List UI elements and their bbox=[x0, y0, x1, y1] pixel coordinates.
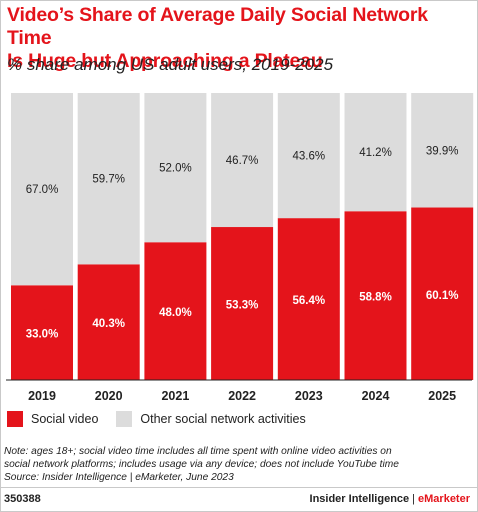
note-source: Source: Insider Intelligence | eMarketer… bbox=[4, 472, 234, 483]
chart-title-line-1: Video’s Share of Average Daily Social Ne… bbox=[7, 4, 428, 49]
bar-other-activities-2019 bbox=[11, 93, 73, 286]
note-line-2: social network platforms; includes usage… bbox=[4, 459, 399, 470]
bar-social-video-2024 bbox=[344, 211, 407, 380]
note-line-1: Note: ages 18+; social video time includ… bbox=[4, 446, 392, 457]
bar-other-activities-2021 bbox=[144, 93, 207, 243]
bar-other-activities-2020 bbox=[77, 93, 140, 265]
bar-social-video-2023 bbox=[277, 218, 340, 380]
legend-swatch-social-video bbox=[7, 411, 23, 427]
data-label-social-video-2023: 56.4% bbox=[292, 295, 325, 307]
data-label-social-video-2022: 53.3% bbox=[226, 300, 259, 312]
bar-social-video-2022 bbox=[211, 227, 274, 380]
chart-title: Video’s Share of Average Daily Social Ne… bbox=[7, 4, 473, 73]
data-label-other-activities-2024: 41.2% bbox=[359, 147, 392, 159]
bar-other-activities-2022 bbox=[211, 93, 274, 228]
x-tick-label-2023: 2023 bbox=[295, 389, 323, 403]
bar-other-activities-2025 bbox=[411, 93, 474, 208]
x-tick-label-2020: 2020 bbox=[95, 389, 123, 403]
data-label-social-video-2024: 58.8% bbox=[359, 292, 392, 304]
data-label-social-video-2025: 60.1% bbox=[426, 290, 459, 302]
data-label-social-video-2021: 48.0% bbox=[159, 307, 192, 319]
brand-insider-intelligence: Insider Intelligence bbox=[309, 493, 410, 505]
legend-swatch-other-activities bbox=[116, 411, 133, 427]
stacked-bar-chart: 33.0% 67.0% 2019 40.3% 59.7% 2020 48.0% 52.0% 20… bbox=[6, 93, 474, 403]
chart-subtitle: % share among US adult users, 2019-2025 bbox=[7, 55, 334, 74]
data-label-social-video-2019: 33.0% bbox=[26, 329, 59, 341]
data-label-other-activities-2020: 59.7% bbox=[92, 174, 125, 186]
bar-other-activities-2024 bbox=[344, 93, 407, 212]
bar-other-activities-2023 bbox=[277, 93, 340, 219]
bar-social-video-2021 bbox=[144, 242, 207, 380]
data-label-other-activities-2023: 43.6% bbox=[292, 151, 325, 163]
x-tick-label-2019: 2019 bbox=[28, 389, 56, 403]
data-label-other-activities-2025: 39.9% bbox=[426, 145, 459, 157]
x-tick-label-2021: 2021 bbox=[161, 389, 189, 403]
data-label-other-activities-2022: 46.7% bbox=[226, 155, 259, 167]
data-label-other-activities-2019: 67.0% bbox=[26, 184, 59, 196]
brand-separator: | bbox=[412, 493, 416, 505]
footer-brand: Insider Intelligence | eMarketer bbox=[310, 493, 470, 505]
legend-label-social-video: Social video bbox=[31, 412, 99, 426]
footer-divider bbox=[0, 487, 478, 488]
legend-item-social-video: Social video bbox=[7, 411, 98, 427]
bar-social-video-2020 bbox=[77, 264, 140, 380]
x-tick-label-2024: 2024 bbox=[362, 389, 390, 403]
x-tick-label-2022: 2022 bbox=[228, 389, 256, 403]
bar-social-video-2025 bbox=[411, 207, 474, 380]
legend-label-other-activities: Other social network activities bbox=[140, 412, 306, 426]
bar-social-video-2019 bbox=[11, 285, 73, 380]
brand-emarketer: eMarketer bbox=[418, 493, 470, 505]
chart-id: 350388 bbox=[4, 493, 41, 505]
x-tick-label-2025: 2025 bbox=[428, 389, 456, 403]
data-label-other-activities-2021: 52.0% bbox=[159, 163, 192, 175]
data-label-social-video-2020: 40.3% bbox=[92, 318, 125, 330]
chart-note: Note: ages 18+; social video time includ… bbox=[4, 445, 474, 484]
legend-item-other-activities: Other social network activities bbox=[116, 411, 306, 427]
chart-title-line-2: Is Huge but Approaching a Plateau bbox=[7, 50, 323, 72]
chart-legend: Social video Other social network activi… bbox=[7, 410, 324, 428]
